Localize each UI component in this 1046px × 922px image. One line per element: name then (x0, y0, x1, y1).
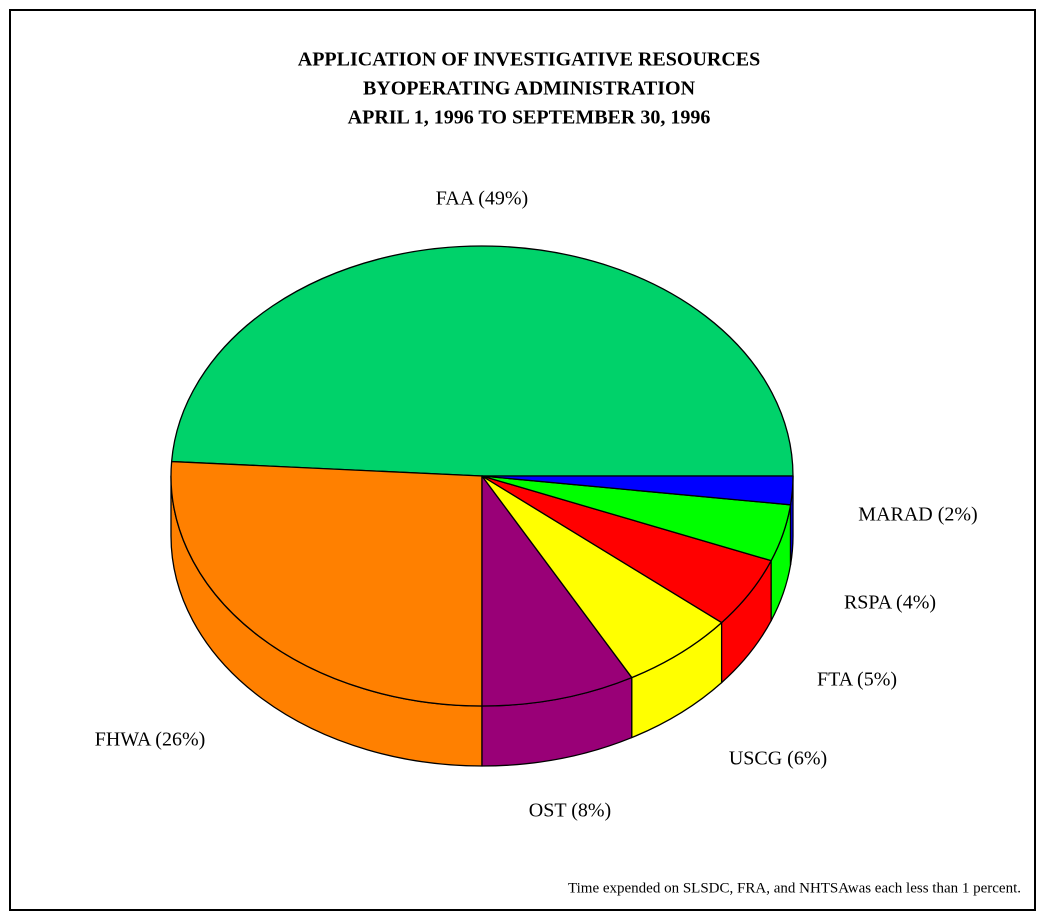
chart-title: APRIL 1, 1996 TO SEPTEMBER 30, 1996 (348, 107, 711, 129)
slice-label: FTA (5%) (817, 669, 897, 691)
chart-title: BYOPERATING ADMINISTRATION (363, 78, 696, 100)
slice (481, 475, 633, 707)
footnote: Time expended on SLSDC, FRA, and NHTSAwa… (568, 880, 1021, 896)
slice-label: MARAD (2%) (858, 504, 977, 526)
slice-label: FAA (49%) (436, 188, 528, 210)
slice-label: OST (8%) (529, 800, 611, 822)
slice-label: FHWA (26%) (95, 729, 206, 751)
slice (481, 475, 794, 506)
chart-title: APPLICATION OF INVESTIGATIVE RESOURCES (298, 49, 761, 71)
slice (170, 460, 483, 707)
slice (170, 245, 794, 477)
slice-label: RSPA (4%) (844, 592, 936, 614)
slice-label: USCG (6%) (729, 748, 827, 770)
